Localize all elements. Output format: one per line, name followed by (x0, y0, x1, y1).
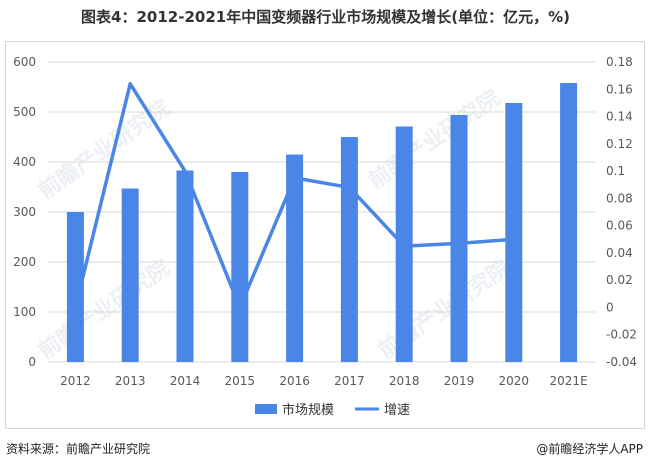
y-left-tick-label: 200 (13, 255, 36, 269)
bar (560, 83, 578, 362)
y-right-tick-label: 0.04 (606, 246, 633, 260)
x-tick-label: 2021E (550, 374, 588, 388)
y-right-tick-label: 0.02 (606, 273, 633, 287)
chart-frame: 前瞻产业研究院 前瞻产业研究院 前瞻产业研究院 前瞻产业研究院 0 100 200 3… (5, 41, 645, 429)
x-tick-label: 2013 (115, 374, 146, 388)
y-right-tick-label: 0.12 (606, 137, 633, 151)
bar (121, 188, 139, 362)
x-tick-label: 2017 (334, 374, 365, 388)
y-right-tick-label: 0.14 (606, 110, 633, 124)
bar (340, 137, 358, 362)
y-right-tick-label: 0.06 (606, 219, 633, 233)
y-left-tick-label: 600 (13, 55, 36, 69)
y-left-tick-label: 500 (13, 105, 36, 119)
y-right-tick-label: 0.16 (606, 82, 633, 96)
x-tick-label: 2015 (225, 374, 256, 388)
bar (505, 103, 523, 362)
y-left-tick-label: 400 (13, 155, 36, 169)
legend-line-label: 增速 (384, 403, 410, 418)
x-tick-label: 2016 (279, 374, 310, 388)
x-tick-label: 2019 (444, 374, 475, 388)
growth-line (73, 82, 514, 310)
source-text: 资料来源：前瞻产业研究院 (6, 442, 151, 456)
y-right-tick-label: 0.08 (606, 191, 633, 205)
x-tick-label: 2020 (499, 374, 530, 388)
logo-text: @前瞻经济学人APP (536, 442, 643, 456)
y-right-tick-label: -0.02 (606, 328, 637, 342)
bar (66, 212, 84, 362)
x-tick-label: 2012 (60, 374, 91, 388)
y-right-tick-label: 0.1 (606, 164, 625, 178)
y-left-tick-label: 0 (28, 355, 36, 369)
chart-plot: 0 100 200 300 400 500 600 -0.04 -0.02 0 0.02 0.04 0.… (13, 55, 637, 418)
bar (286, 154, 304, 362)
bar (450, 115, 468, 362)
y-left-tick-label: 100 (13, 305, 36, 319)
y-right-tick-label: 0 (606, 300, 614, 314)
legend-bar-swatch (255, 404, 277, 414)
chart-title: 图表4：2012-2021年中国变频器行业市场规模及增长(单位：亿元，%) (81, 8, 570, 26)
y-left-tick-label: 300 (13, 205, 36, 219)
bar (231, 172, 249, 362)
y-right-tick-label: -0.04 (606, 355, 637, 369)
logo-area: @前瞻经济学人APP (536, 440, 643, 457)
legend-bar-label: 市场规模 (282, 402, 334, 418)
x-tick-label: 2018 (389, 374, 420, 388)
y-right-tick-label: 0.18 (606, 55, 633, 69)
x-tick-label: 2014 (170, 374, 201, 388)
bar (176, 170, 194, 362)
